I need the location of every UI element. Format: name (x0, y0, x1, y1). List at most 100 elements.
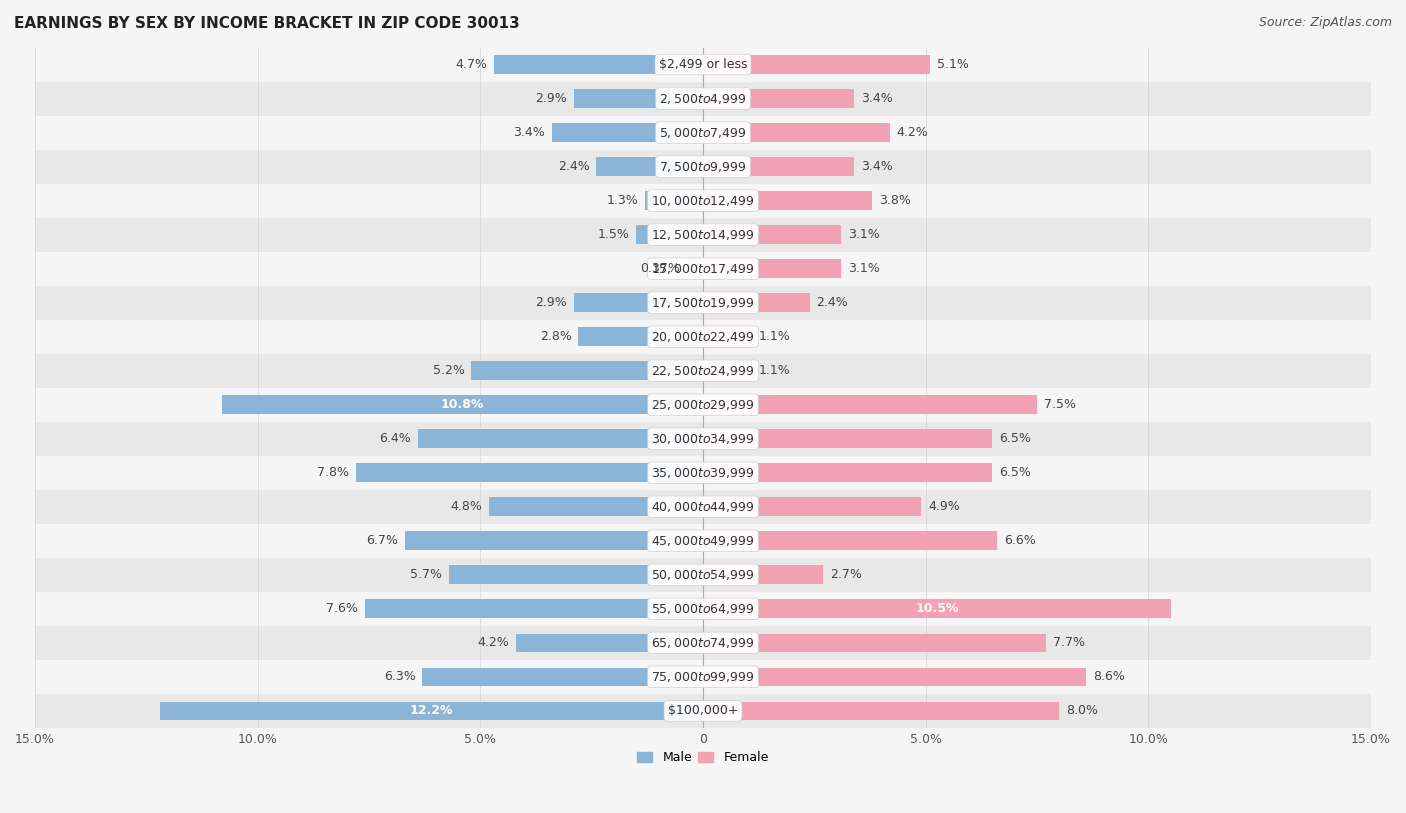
Bar (35, 524, 1371, 558)
Text: 3.4%: 3.4% (860, 92, 893, 105)
Text: $15,000 to $17,499: $15,000 to $17,499 (651, 262, 755, 276)
Bar (686, 259, 703, 278)
Text: 1.3%: 1.3% (606, 194, 638, 207)
Bar (356, 463, 703, 482)
Bar (160, 702, 703, 720)
Text: 6.6%: 6.6% (1004, 534, 1035, 547)
Text: $5,000 to $7,499: $5,000 to $7,499 (659, 125, 747, 140)
Bar (35, 354, 1371, 388)
Bar (645, 191, 703, 210)
Bar (703, 157, 855, 176)
Text: $45,000 to $49,999: $45,000 to $49,999 (651, 534, 755, 548)
Bar (35, 693, 1371, 728)
Text: 1.5%: 1.5% (598, 228, 630, 241)
Bar (578, 328, 703, 346)
Bar (703, 429, 993, 448)
Text: 1.1%: 1.1% (759, 330, 790, 343)
Text: 6.3%: 6.3% (384, 671, 416, 684)
Text: $40,000 to $44,999: $40,000 to $44,999 (651, 500, 755, 514)
Bar (574, 89, 703, 108)
Text: 4.8%: 4.8% (451, 500, 482, 513)
Bar (703, 395, 1038, 414)
Text: 7.5%: 7.5% (1043, 398, 1076, 411)
Bar (35, 660, 1371, 693)
Bar (494, 55, 703, 74)
Text: 7.8%: 7.8% (316, 467, 349, 479)
Bar (35, 115, 1371, 150)
Bar (703, 633, 1046, 652)
Text: 2.4%: 2.4% (817, 296, 848, 309)
Text: $100,000+: $100,000+ (668, 704, 738, 717)
Bar (551, 124, 703, 142)
Text: $2,500 to $4,999: $2,500 to $4,999 (659, 92, 747, 106)
Bar (703, 532, 997, 550)
Text: $30,000 to $34,999: $30,000 to $34,999 (651, 432, 755, 446)
Bar (703, 89, 855, 108)
Text: 4.7%: 4.7% (456, 58, 486, 71)
Text: 12.2%: 12.2% (409, 704, 453, 717)
Text: 7.7%: 7.7% (1053, 637, 1084, 650)
Bar (35, 592, 1371, 626)
Bar (703, 55, 931, 74)
Bar (35, 184, 1371, 218)
Bar (422, 667, 703, 686)
Bar (35, 388, 1371, 422)
Text: $50,000 to $54,999: $50,000 to $54,999 (651, 567, 755, 582)
Text: 3.1%: 3.1% (848, 262, 880, 275)
Bar (449, 566, 703, 585)
Bar (596, 157, 703, 176)
Bar (703, 361, 752, 380)
Text: 2.9%: 2.9% (536, 92, 567, 105)
Text: EARNINGS BY SEX BY INCOME BRACKET IN ZIP CODE 30013: EARNINGS BY SEX BY INCOME BRACKET IN ZIP… (14, 16, 520, 31)
Bar (418, 429, 703, 448)
Text: $65,000 to $74,999: $65,000 to $74,999 (651, 636, 755, 650)
Text: 6.7%: 6.7% (366, 534, 398, 547)
Text: 8.0%: 8.0% (1066, 704, 1098, 717)
Text: 5.2%: 5.2% (433, 364, 465, 377)
Text: $7,500 to $9,999: $7,500 to $9,999 (659, 159, 747, 174)
Bar (489, 498, 703, 516)
Bar (35, 47, 1371, 81)
Legend: Male, Female: Male, Female (633, 746, 773, 769)
Bar (703, 225, 841, 244)
Bar (636, 225, 703, 244)
Bar (703, 259, 841, 278)
Text: 5.1%: 5.1% (936, 58, 969, 71)
Bar (703, 463, 993, 482)
Bar (703, 328, 752, 346)
Bar (35, 422, 1371, 456)
Text: $10,000 to $12,499: $10,000 to $12,499 (651, 193, 755, 207)
Text: 4.2%: 4.2% (897, 126, 928, 139)
Bar (364, 599, 703, 618)
Bar (574, 293, 703, 312)
Text: 7.6%: 7.6% (326, 602, 359, 615)
Bar (703, 667, 1085, 686)
Text: 10.5%: 10.5% (915, 602, 959, 615)
Text: 2.9%: 2.9% (536, 296, 567, 309)
Text: 1.1%: 1.1% (759, 364, 790, 377)
Text: 6.4%: 6.4% (380, 433, 412, 446)
Text: 10.8%: 10.8% (441, 398, 484, 411)
Text: 3.4%: 3.4% (513, 126, 546, 139)
Bar (35, 489, 1371, 524)
Bar (703, 599, 1171, 618)
Text: $25,000 to $29,999: $25,000 to $29,999 (651, 398, 755, 411)
Bar (35, 320, 1371, 354)
Bar (703, 293, 810, 312)
Bar (405, 532, 703, 550)
Bar (703, 566, 824, 585)
Text: 3.1%: 3.1% (848, 228, 880, 241)
Bar (35, 456, 1371, 489)
Text: $2,499 or less: $2,499 or less (659, 58, 747, 71)
Text: 2.8%: 2.8% (540, 330, 572, 343)
Bar (703, 191, 872, 210)
Text: $20,000 to $22,499: $20,000 to $22,499 (651, 330, 755, 344)
Text: 4.2%: 4.2% (478, 637, 509, 650)
Bar (703, 702, 1059, 720)
Text: 2.7%: 2.7% (830, 568, 862, 581)
Text: $55,000 to $64,999: $55,000 to $64,999 (651, 602, 755, 615)
Bar (703, 498, 921, 516)
Bar (703, 124, 890, 142)
Text: 6.5%: 6.5% (1000, 433, 1031, 446)
Bar (35, 218, 1371, 252)
